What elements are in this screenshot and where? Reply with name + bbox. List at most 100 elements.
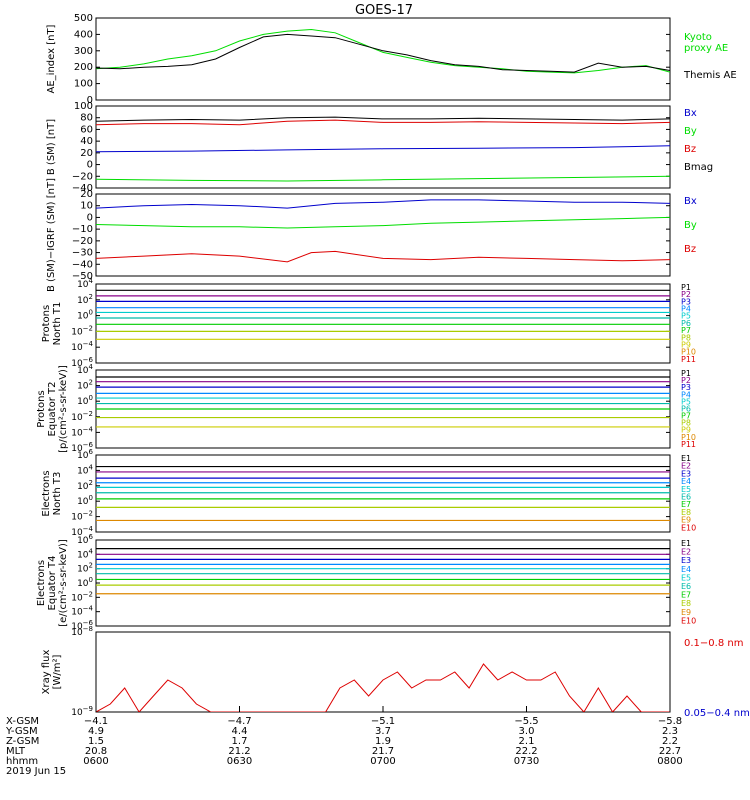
series-line-Bz bbox=[96, 119, 670, 126]
x-tick-value: 22.2 bbox=[515, 746, 537, 757]
y-tick-label: 10−4 bbox=[71, 425, 93, 438]
legend-entry: 0.1−0.8 nm bbox=[684, 638, 743, 649]
legend-entry: Themis AE bbox=[683, 70, 737, 81]
x-row-label: X-GSM bbox=[6, 716, 39, 727]
channel-label: E8 bbox=[681, 508, 691, 517]
y-tick-label: 100 bbox=[77, 394, 93, 407]
legend-entry: Bz bbox=[684, 244, 696, 255]
panel-frame bbox=[95, 454, 671, 533]
channel-label: P11 bbox=[681, 440, 696, 449]
y-tick-label: 500 bbox=[74, 13, 93, 24]
y-axis-label: Electrons bbox=[41, 470, 52, 516]
y-tick-label: 0 bbox=[87, 212, 93, 223]
series-group bbox=[96, 28, 670, 74]
channel-label: E4 bbox=[681, 477, 691, 486]
y-tick-label: 102 bbox=[77, 379, 93, 392]
legend-entry: proxy AE bbox=[684, 43, 728, 54]
series-group bbox=[96, 116, 670, 182]
x-tick-value: 0630 bbox=[227, 756, 252, 767]
y-axis-label: [p/(cm²-s-sr-keV)] bbox=[58, 365, 69, 453]
legend-entry: Bx bbox=[684, 108, 697, 119]
channel-label: E7 bbox=[681, 591, 691, 600]
series-line-Bx bbox=[96, 145, 670, 153]
y-tick-label: −30 bbox=[72, 248, 93, 259]
x-tick-value: −4.7 bbox=[227, 716, 251, 727]
channel-label: P2 bbox=[681, 376, 691, 385]
y-tick-label: −10 bbox=[72, 224, 93, 235]
channel-label: P5 bbox=[681, 397, 691, 406]
channel-label: E2 bbox=[681, 548, 691, 557]
x-tick-value: 22.7 bbox=[659, 746, 681, 757]
channel-label: P7 bbox=[681, 326, 691, 335]
series-line-Bmag bbox=[96, 116, 670, 122]
channel-label: E10 bbox=[681, 523, 696, 532]
y-tick-label: 60 bbox=[80, 124, 93, 135]
series-line-By bbox=[96, 175, 670, 182]
y-axis-label: [W/m²] bbox=[52, 654, 63, 689]
legend-entry: By bbox=[684, 126, 697, 137]
channel-label: P10 bbox=[681, 433, 696, 442]
x-tick-value: 0700 bbox=[370, 756, 395, 767]
channel-label: P8 bbox=[681, 419, 691, 428]
x-row-label: 2019 Jun 15 bbox=[6, 766, 66, 777]
x-tick-value: 2.1 bbox=[519, 736, 535, 747]
series-line-Bz bbox=[96, 250, 670, 263]
y-tick-label: 100 bbox=[74, 101, 93, 112]
y-tick-label: 10−4 bbox=[71, 340, 93, 353]
y-tick-label: 200 bbox=[74, 62, 93, 73]
panel-frame bbox=[95, 193, 671, 277]
channel-label: P7 bbox=[681, 412, 691, 421]
channel-label: P11 bbox=[681, 355, 696, 364]
y-tick-label: 100 bbox=[77, 576, 93, 589]
channel-label: P2 bbox=[681, 290, 691, 299]
y-tick-label: 104 bbox=[77, 463, 93, 476]
series-line-Themis-AE bbox=[96, 33, 670, 73]
y-axis-label: B (SM) [nT] bbox=[46, 119, 57, 175]
channel-label: E9 bbox=[681, 608, 691, 617]
x-tick-value: 4.4 bbox=[232, 726, 248, 737]
x-tick-value: 0600 bbox=[83, 756, 108, 767]
series-group bbox=[96, 289, 670, 340]
channel-label: E7 bbox=[681, 500, 691, 509]
y-tick-label: 100 bbox=[77, 309, 93, 322]
legend-entry: By bbox=[684, 220, 697, 231]
y-tick-label: 10−2 bbox=[71, 410, 93, 423]
series-group bbox=[96, 663, 670, 712]
panel-1: 500 400 300 200 100 0 AE_index [nT] Kyotoproxy … bbox=[46, 13, 737, 106]
channel-label: E8 bbox=[681, 599, 691, 608]
channel-label: E4 bbox=[681, 565, 691, 574]
y-tick-label: 400 bbox=[74, 29, 93, 40]
panel-frame bbox=[95, 17, 671, 101]
y-tick-label: 102 bbox=[77, 562, 93, 575]
x-tick-value: 1.5 bbox=[88, 736, 104, 747]
panel-frame bbox=[95, 283, 671, 364]
legend-entry: Bmag bbox=[684, 162, 713, 173]
y-tick-label: 10−4 bbox=[71, 605, 93, 618]
series-group bbox=[96, 465, 670, 522]
y-tick-label: −20 bbox=[72, 236, 93, 247]
y-axis-label: Protons bbox=[41, 305, 52, 342]
x-tick-value: −5.5 bbox=[514, 716, 538, 727]
y-axis-label: B (SM)−IGRF (SM) [nT] bbox=[46, 178, 57, 292]
y-tick-label: 0 bbox=[87, 160, 93, 171]
y-tick-label: 100 bbox=[77, 494, 93, 507]
x-tick-value: 21.7 bbox=[372, 746, 394, 757]
channel-label: P1 bbox=[681, 369, 691, 378]
legend-entry: Bx bbox=[684, 196, 697, 207]
y-axis-label: Electrons bbox=[36, 560, 47, 606]
channel-label: P6 bbox=[681, 404, 691, 413]
y-tick-label: 10−2 bbox=[71, 324, 93, 337]
x-tick-value: 3.7 bbox=[375, 726, 391, 737]
x-tick-value: 1.9 bbox=[375, 736, 391, 747]
channel-label: E10 bbox=[681, 616, 696, 625]
channel-label: E6 bbox=[681, 493, 691, 502]
y-tick-label: 104 bbox=[77, 547, 93, 560]
y-tick-label: 0 bbox=[87, 95, 93, 106]
channel-label: P5 bbox=[681, 312, 691, 321]
y-axis-label: North T3 bbox=[52, 472, 63, 516]
y-tick-label: −50 bbox=[72, 271, 93, 282]
